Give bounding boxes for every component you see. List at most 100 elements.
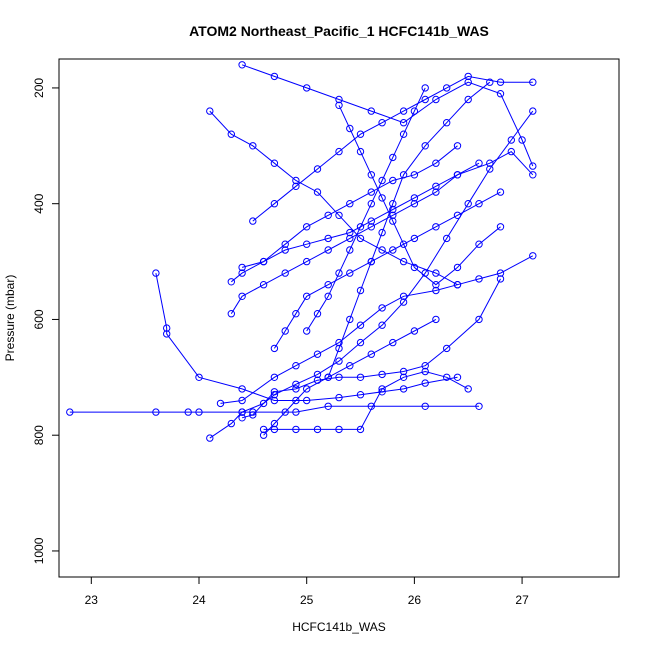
data-point <box>303 396 311 405</box>
data-point <box>335 147 343 156</box>
data-point <box>270 419 279 428</box>
data-point <box>324 281 332 289</box>
data-point <box>507 136 515 144</box>
data-point <box>378 370 386 379</box>
series-line <box>273 191 501 349</box>
data-point <box>313 165 322 173</box>
data-point <box>313 350 322 358</box>
data-point <box>281 327 289 335</box>
series-line <box>155 273 458 401</box>
data-point <box>475 159 483 167</box>
data-point <box>453 263 462 272</box>
data-point <box>335 101 343 110</box>
data-point <box>367 223 375 231</box>
data-point <box>399 119 408 127</box>
data-point <box>389 217 397 225</box>
data-point <box>389 246 397 254</box>
data-point <box>378 304 386 312</box>
data-point <box>356 286 365 295</box>
data-point <box>249 217 257 225</box>
series-4 <box>216 252 537 408</box>
data-point <box>238 263 246 272</box>
data-point <box>324 402 332 410</box>
data-point <box>367 171 375 179</box>
data-point <box>292 425 300 434</box>
series-14 <box>335 101 505 289</box>
data-point <box>367 188 375 196</box>
data-point <box>259 281 268 289</box>
x-tick-label: 27 <box>515 593 529 607</box>
series-line <box>230 145 458 283</box>
data-point <box>281 408 289 416</box>
y-tick-label: 200 <box>32 78 46 98</box>
series-1 <box>66 402 483 416</box>
x-tick-label: 23 <box>85 593 99 607</box>
series-6 <box>227 142 462 286</box>
data-point <box>259 257 268 266</box>
data-point <box>507 147 515 156</box>
data-point <box>410 194 419 202</box>
data-point <box>270 373 279 381</box>
data-point <box>518 136 526 144</box>
data-point <box>292 362 300 370</box>
data-point <box>238 292 246 300</box>
data-point <box>346 246 354 254</box>
data-point <box>389 200 397 208</box>
data-point <box>486 165 494 173</box>
data-point <box>367 107 375 115</box>
data-point <box>529 78 537 86</box>
data-point <box>292 396 300 405</box>
data-point <box>281 246 289 254</box>
data-point <box>464 78 472 86</box>
data-point <box>410 263 419 272</box>
data-point <box>421 142 429 150</box>
data-point <box>432 188 440 196</box>
data-point <box>496 78 505 86</box>
data-point <box>378 388 386 396</box>
data-point <box>324 234 332 243</box>
data-point <box>399 171 408 179</box>
y-tick-label: 800 <box>32 425 46 445</box>
data-point <box>259 431 268 439</box>
series-0 <box>206 107 537 442</box>
data-point <box>292 408 300 416</box>
data-point <box>270 200 279 208</box>
data-point <box>475 315 483 324</box>
data-point <box>421 379 429 387</box>
data-point <box>346 362 354 370</box>
data-point <box>324 211 332 220</box>
data-point <box>399 107 408 115</box>
series-line <box>230 162 480 314</box>
data-point <box>335 338 343 347</box>
data-point <box>378 246 386 254</box>
data-point <box>367 257 375 266</box>
data-point <box>227 278 236 286</box>
data-point <box>335 211 343 220</box>
data-point <box>227 310 236 318</box>
chart-title: ATOM2 Northeast_Pacific_1 HCFC141b_WAS <box>189 23 489 39</box>
data-point <box>292 385 300 393</box>
data-point <box>346 200 354 208</box>
data-point <box>356 130 365 138</box>
data-point <box>152 408 160 416</box>
data-point <box>270 396 279 405</box>
data-point <box>346 124 354 133</box>
data-point <box>453 142 462 150</box>
x-tick-label: 24 <box>192 593 206 607</box>
data-point <box>399 240 408 248</box>
data-point <box>378 119 386 127</box>
series-line <box>220 255 534 404</box>
data-point <box>335 357 343 365</box>
series-line <box>209 110 534 439</box>
data-point <box>496 269 505 277</box>
data-point <box>346 234 354 243</box>
data-point <box>421 95 429 104</box>
data-point <box>346 315 354 324</box>
data-point <box>399 373 408 381</box>
data-point <box>421 362 429 370</box>
data-point <box>292 176 300 185</box>
data-point <box>453 373 462 381</box>
data-point <box>356 425 365 434</box>
data-point <box>152 269 160 277</box>
data-point <box>453 281 462 289</box>
